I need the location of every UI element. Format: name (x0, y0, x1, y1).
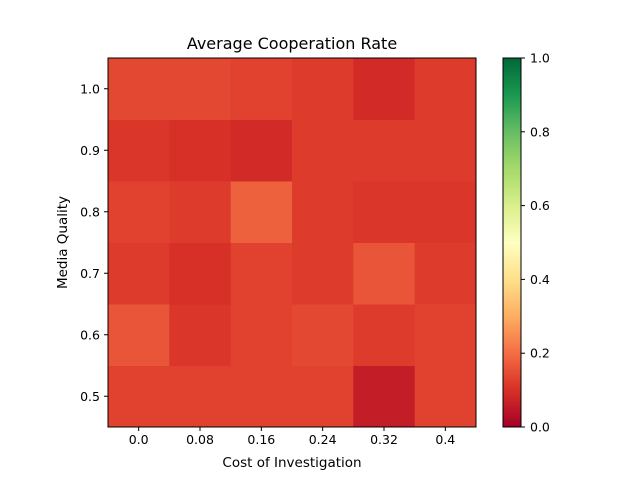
heatmap-cell (169, 119, 232, 182)
heatmap-cell (414, 365, 477, 428)
colorbar-tick-label: 0.8 (530, 124, 550, 139)
colorbar-ticks: 0.0 0.2 0.4 0.6 0.8 1.0 (521, 51, 550, 435)
x-tick-label: 0.24 (309, 432, 337, 447)
colorbar-tick-label: 1.0 (530, 51, 550, 66)
heatmap-cell (230, 304, 293, 366)
y-axis-ticks: 0.5 0.6 0.7 0.8 0.9 1.0 (80, 81, 108, 404)
heatmap-cell (414, 181, 477, 243)
heatmap-cell (292, 119, 354, 182)
heatmap-cell (292, 365, 354, 428)
chart-title: Average Cooperation Rate (187, 34, 397, 53)
heatmap-cell (414, 119, 477, 182)
x-tick-label: 0.16 (247, 432, 275, 447)
heatmap-cell (108, 181, 170, 243)
x-tick-label: 0.32 (370, 432, 398, 447)
y-tick-label: 0.9 (80, 143, 100, 158)
colorbar-tick-label: 0.2 (530, 346, 550, 361)
x-tick-label: 0.4 (435, 432, 455, 447)
heatmap-cell (108, 119, 170, 182)
heatmap-cells (108, 58, 477, 428)
heatmap-cell (414, 58, 477, 120)
heatmap-cell (292, 181, 354, 243)
x-tick-label: 0.08 (186, 432, 214, 447)
y-axis-label: Media Quality (55, 196, 71, 289)
y-tick-label: 1.0 (80, 81, 100, 96)
colorbar-tick-label: 0.0 (530, 420, 550, 435)
heatmap-cell (108, 365, 170, 428)
y-tick-label: 0.7 (80, 266, 100, 281)
heatmap-cell (169, 365, 232, 428)
x-axis-label: Cost of Investigation (222, 455, 361, 471)
heatmap-cell (292, 242, 354, 305)
heatmap-cell (414, 304, 477, 366)
heatmap-cell (230, 365, 293, 428)
heatmap-cell (292, 58, 354, 120)
heatmap-cell (230, 242, 293, 305)
y-tick-label: 0.8 (80, 204, 100, 219)
heatmap-cell (169, 304, 232, 366)
x-tick-label: 0.0 (129, 432, 149, 447)
heatmap-cell (353, 181, 416, 243)
colorbar-tick-label: 0.4 (530, 272, 550, 287)
heatmap-cell (169, 58, 232, 120)
colorbar (502, 57, 522, 428)
heatmap-cell (353, 58, 416, 120)
heatmap-cell (353, 119, 416, 182)
heatmap-cell (108, 242, 170, 305)
heatmap-cell (414, 242, 477, 305)
heatmap-cell (230, 119, 293, 182)
heatmap-cell (230, 181, 293, 243)
heatmap-cell (108, 304, 170, 366)
heatmap-cell (292, 304, 354, 366)
heatmap-cell (353, 304, 416, 366)
heatmap-cell (169, 181, 232, 243)
heatmap-cell (353, 242, 416, 305)
y-tick-label: 0.5 (80, 389, 100, 404)
y-tick-label: 0.6 (80, 327, 100, 342)
heatmap-cell (108, 58, 170, 120)
x-axis-ticks: 0.0 0.08 0.16 0.24 0.32 0.4 (129, 427, 455, 447)
heatmap-cell (169, 242, 232, 305)
heatmap-cell (353, 365, 416, 428)
colorbar-tick-label: 0.6 (530, 198, 550, 213)
heatmap-cell (230, 58, 293, 120)
plot-frame (107, 57, 477, 428)
